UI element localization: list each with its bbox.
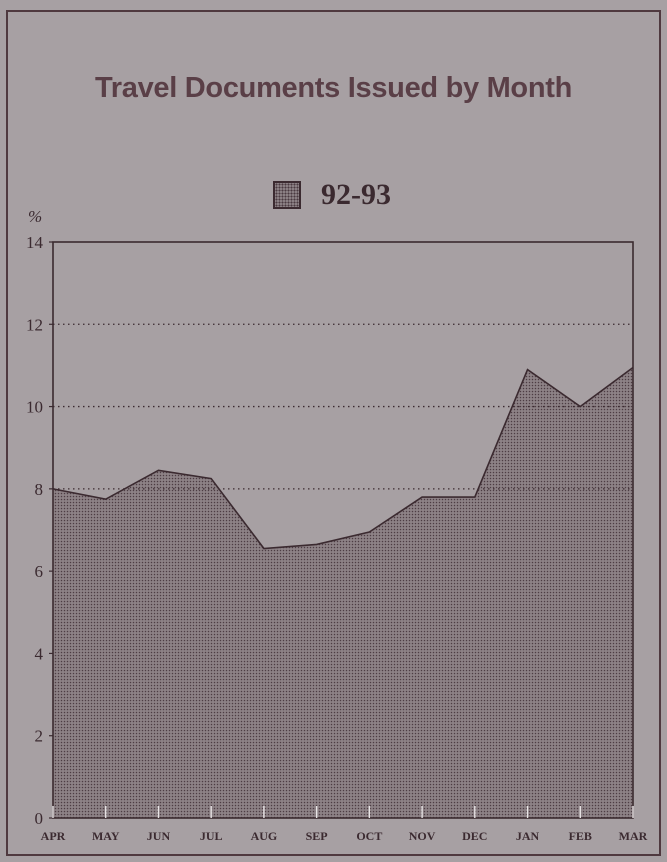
chart-title: Travel Documents Issued by Month bbox=[94, 72, 573, 104]
series-area-92-93 bbox=[53, 367, 633, 818]
y-axis-label: % bbox=[28, 207, 42, 226]
y-tick-label-6: 6 bbox=[35, 562, 44, 581]
y-tick-label-10: 10 bbox=[26, 398, 43, 417]
chart-frame bbox=[6, 10, 661, 856]
legend-label: 92-93 bbox=[321, 178, 391, 211]
y-tick-label-8: 8 bbox=[35, 480, 44, 499]
plot-border bbox=[52, 241, 634, 819]
x-tick-label-nov: NOV bbox=[409, 829, 436, 843]
x-tick-label-jun: JUN bbox=[147, 829, 171, 843]
x-tick-label-jul: JUL bbox=[200, 829, 223, 843]
x-tick-label-apr: APR bbox=[41, 829, 66, 843]
x-tick-label-may: MAY bbox=[92, 829, 120, 843]
x-tick-label-sep: SEP bbox=[306, 829, 328, 843]
legend: 92-93 bbox=[273, 178, 391, 212]
legend-swatch bbox=[273, 181, 301, 209]
x-tick-label-jan: JAN bbox=[516, 829, 540, 843]
series-line-92-93 bbox=[52, 366, 634, 550]
y-tick-label-4: 4 bbox=[35, 644, 44, 663]
x-tick-label-oct: OCT bbox=[356, 829, 382, 843]
x-tick-label-feb: FEB bbox=[569, 829, 592, 843]
y-tick-label-0: 0 bbox=[35, 809, 44, 828]
y-tick-label-14: 14 bbox=[26, 233, 44, 252]
x-tick-label-mar: MAR bbox=[619, 829, 648, 843]
y-tick-label-2: 2 bbox=[35, 727, 44, 746]
x-tick-label-dec: DEC bbox=[462, 829, 487, 843]
y-tick-label-12: 12 bbox=[26, 315, 43, 334]
x-tick-label-aug: AUG bbox=[251, 829, 278, 843]
